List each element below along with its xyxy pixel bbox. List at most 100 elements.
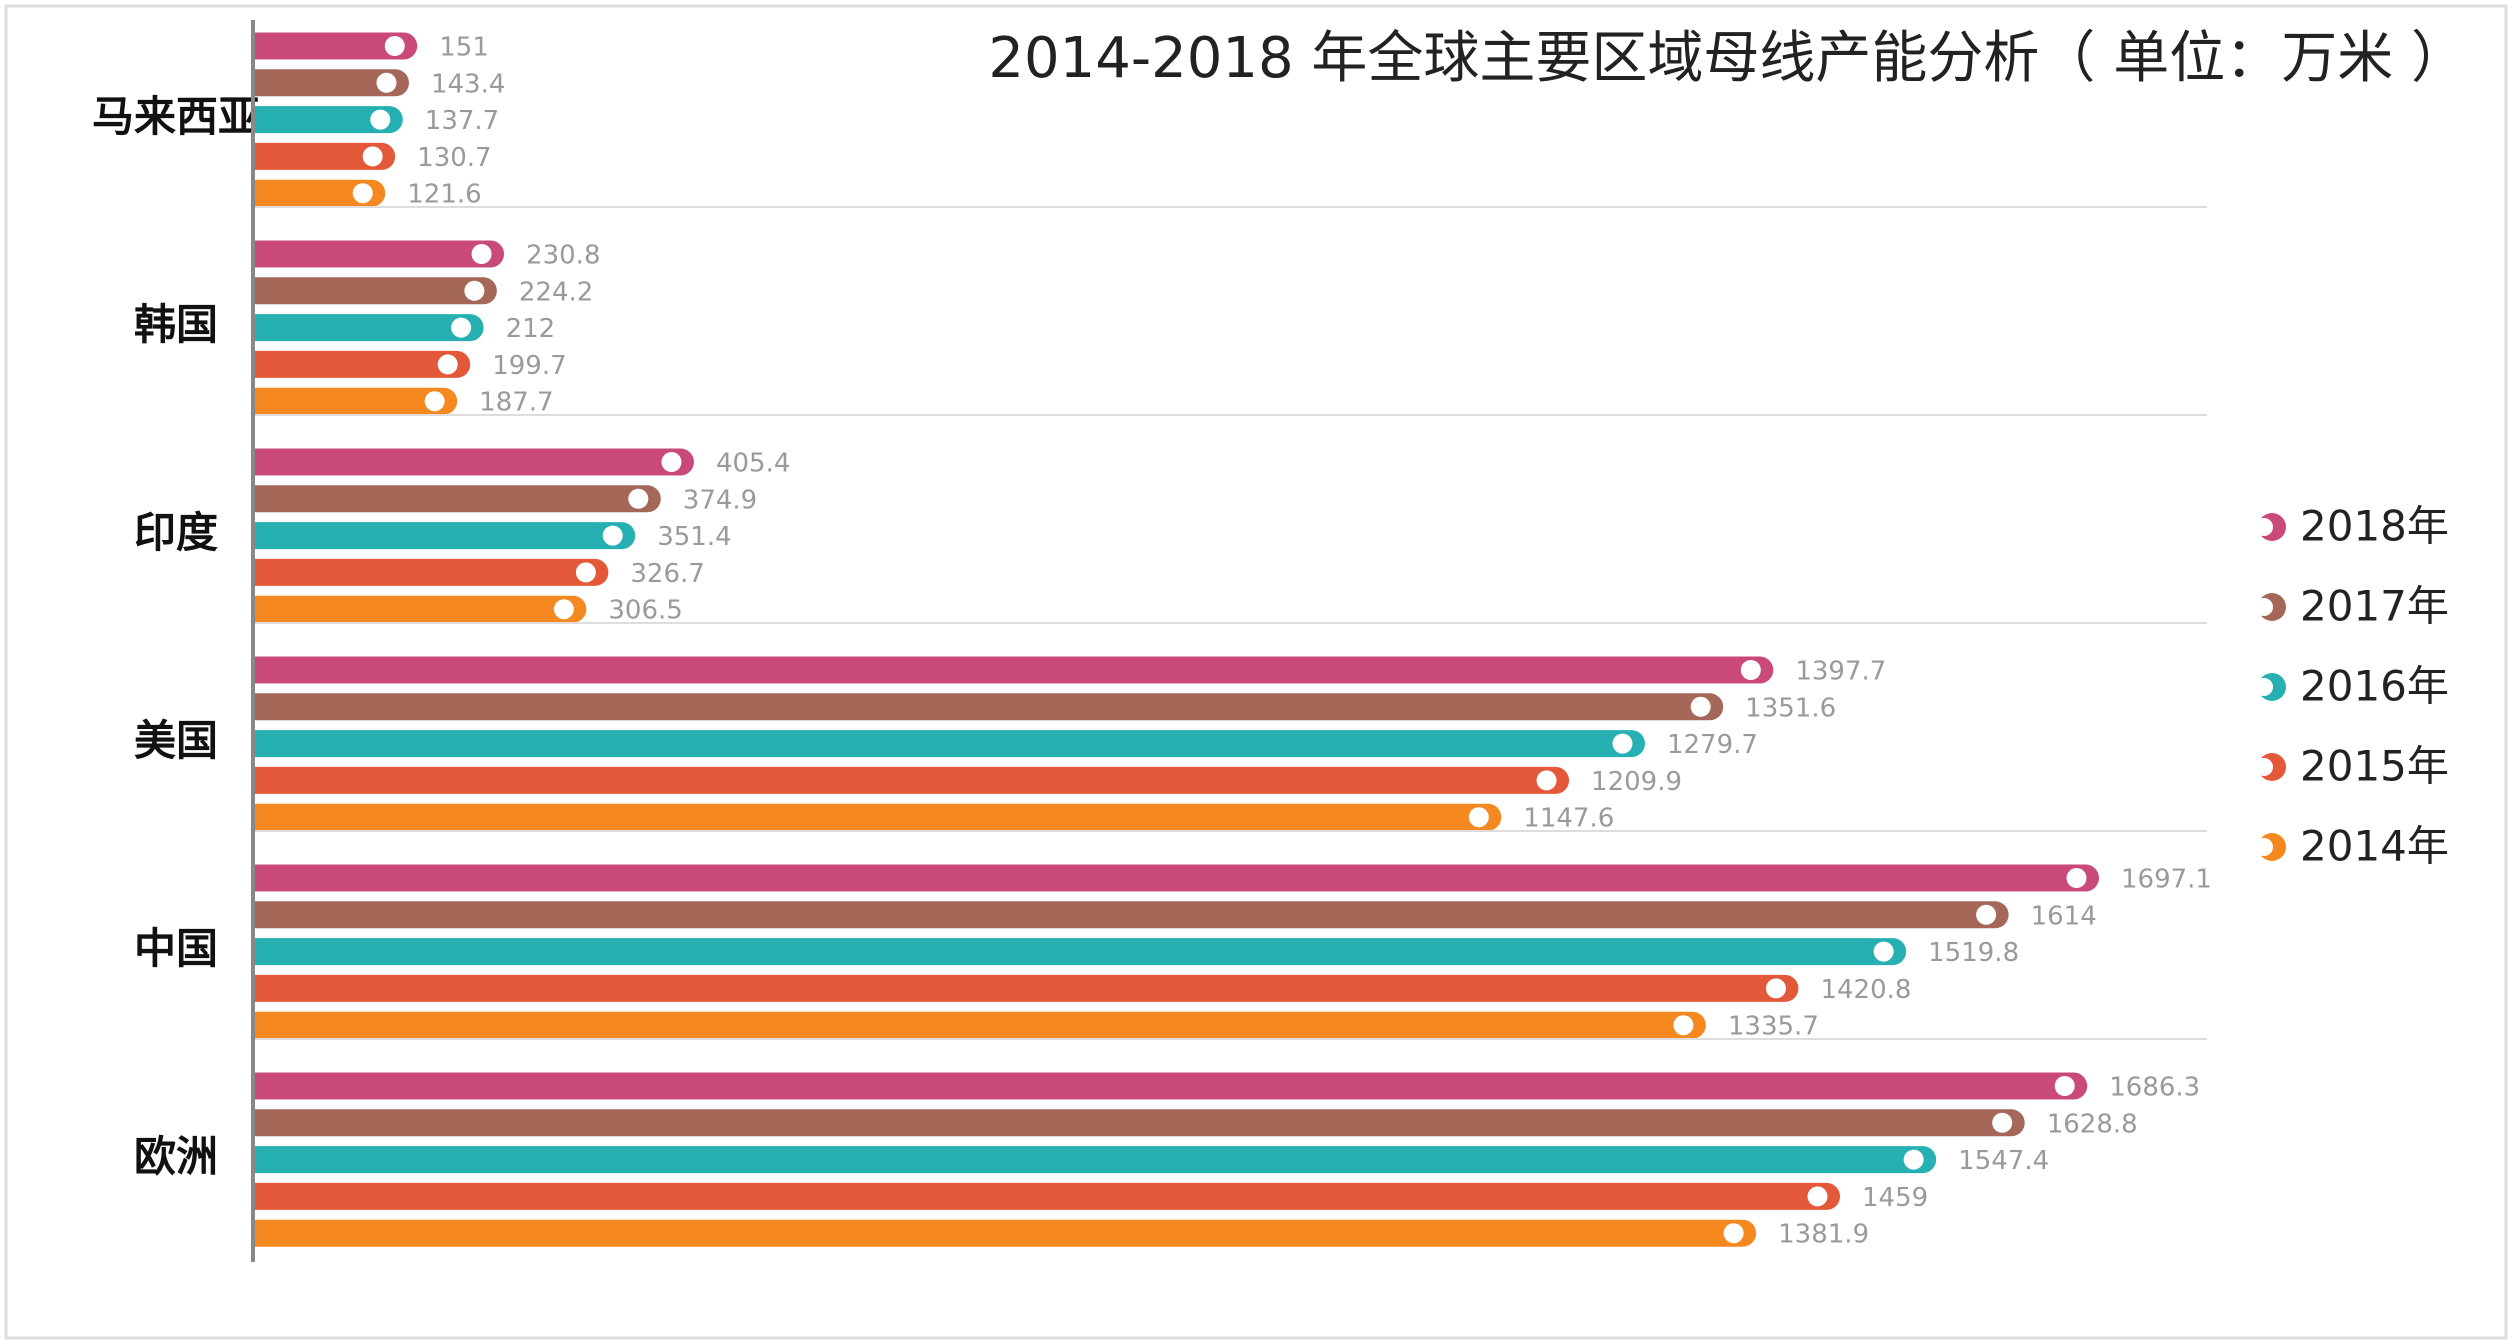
category-label: 美国	[134, 716, 218, 765]
data-label: 1628.8	[2047, 1109, 2138, 1139]
bar	[253, 522, 636, 550]
bar-cap	[661, 452, 682, 472]
legend-marker-inner	[2255, 678, 2273, 696]
bar	[253, 448, 694, 476]
bar-cap	[362, 146, 383, 167]
bar	[253, 1182, 1841, 1210]
bar	[253, 766, 1570, 794]
bar	[253, 656, 1774, 684]
bar-cap	[553, 599, 574, 620]
data-label: 151	[439, 33, 489, 63]
legend-marker-inner	[2255, 838, 2273, 856]
legend-label: 2018年	[2300, 502, 2449, 551]
data-label: 1335.7	[1728, 1012, 1819, 1042]
bar-cap	[437, 354, 458, 375]
bar-cap	[1673, 1015, 1694, 1036]
data-label: 199.7	[492, 351, 566, 381]
bar-cap	[1740, 660, 1761, 680]
bar-cap	[1468, 807, 1489, 828]
data-label: 187.7	[479, 388, 553, 418]
bar-cap	[370, 109, 391, 130]
category-label: 欧洲	[134, 1132, 218, 1181]
bar-cap	[628, 488, 649, 509]
data-label: 1697.1	[2121, 865, 2212, 895]
bar	[253, 730, 1645, 758]
bar	[253, 32, 418, 60]
category-label: 马来西亚	[92, 92, 260, 141]
bar-cap	[1690, 696, 1711, 717]
data-label: 1209.9	[1591, 767, 1682, 797]
category-label: 韩国	[134, 300, 218, 349]
bar	[253, 901, 2009, 929]
bar-cap	[1536, 770, 1557, 791]
bar	[253, 106, 403, 134]
category-label: 中国	[134, 924, 218, 973]
data-label: 1686.3	[2109, 1073, 2200, 1103]
bar-cap	[464, 280, 485, 301]
bar	[253, 1219, 1757, 1247]
category-label: 印度	[134, 508, 218, 557]
data-label: 1519.8	[1928, 938, 2019, 968]
bar	[253, 938, 1907, 966]
bar-cap	[1976, 904, 1997, 925]
bar	[253, 864, 2099, 892]
legend-marker-inner	[2255, 758, 2273, 776]
bar-cap	[1807, 1186, 1828, 1207]
data-label: 230.8	[526, 241, 600, 271]
bar	[253, 1072, 2088, 1100]
bar	[253, 803, 1502, 831]
bar-cap	[451, 317, 472, 338]
data-label: 1459	[1862, 1183, 1928, 1213]
bar	[253, 485, 661, 513]
bar	[253, 1109, 2025, 1137]
bar-cap	[1723, 1223, 1744, 1244]
bar	[253, 693, 1724, 721]
bar-cap	[1765, 978, 1786, 999]
data-label: 143.4	[431, 69, 505, 99]
data-label: 1420.8	[1820, 975, 1911, 1005]
legend-marker-inner	[2255, 518, 2273, 536]
data-label: 121.6	[407, 180, 481, 210]
bar	[253, 1146, 1937, 1174]
data-label: 137.7	[425, 106, 499, 136]
data-label: 306.5	[608, 596, 682, 626]
legend-label: 2017年	[2300, 582, 2449, 631]
bar	[253, 387, 458, 415]
legend-label: 2016年	[2300, 662, 2449, 711]
bar	[253, 142, 396, 170]
data-label: 1397.7	[1795, 657, 1886, 687]
data-label: 1147.6	[1523, 804, 1614, 834]
data-label: 1279.7	[1667, 730, 1758, 760]
legend-marker-inner	[2255, 598, 2273, 616]
bar	[253, 314, 484, 342]
data-label: 326.7	[630, 559, 704, 589]
bar	[253, 179, 386, 207]
bar-cap	[384, 36, 405, 56]
legend-label: 2015年	[2300, 742, 2449, 791]
data-label: 1547.4	[1958, 1146, 2049, 1176]
bar-cap	[1992, 1112, 2013, 1133]
bar	[253, 558, 609, 586]
chart-title: 2014-2018 年全球主要区域母线产能分析（ 单位：万米 ）	[988, 26, 2467, 91]
bar-cap	[1873, 941, 1894, 962]
bar	[253, 240, 505, 268]
data-label: 351.4	[657, 522, 731, 552]
bar	[253, 350, 471, 378]
bar-cap	[2066, 868, 2087, 888]
data-label: 212	[506, 314, 556, 344]
bar-cap	[575, 562, 596, 583]
bar	[253, 974, 1799, 1002]
bar-cap	[352, 183, 373, 204]
bar	[253, 277, 497, 305]
data-label: 1614	[2031, 901, 2097, 931]
data-label: 1351.6	[1745, 693, 1836, 723]
data-label: 405.4	[716, 449, 790, 479]
bar-cap	[1612, 733, 1633, 754]
data-label: 1381.9	[1778, 1220, 1869, 1250]
bar-cap	[376, 72, 397, 93]
data-label: 224.2	[519, 277, 593, 307]
bar	[253, 595, 587, 623]
bar	[253, 1011, 1706, 1039]
bar-cap	[424, 391, 445, 412]
bar-cap	[602, 525, 623, 546]
